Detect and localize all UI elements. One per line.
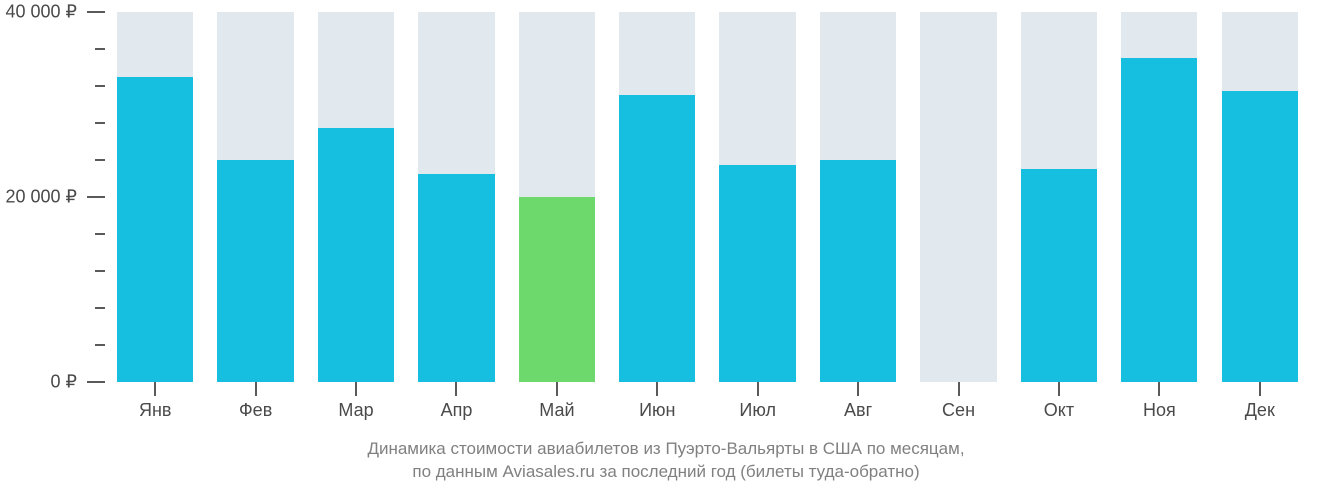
x-axis-tick <box>355 382 357 396</box>
bar-column <box>908 12 1008 382</box>
x-axis-label: Окт <box>1044 400 1074 421</box>
price-by-month-chart: 0 ₽ 20 000 ₽ 40 000 ₽ Янв Фев Мар Апр Май Июн… <box>0 0 1332 502</box>
x-axis-label: Май <box>539 400 574 421</box>
plot-area <box>105 12 1310 382</box>
y-axis-tick <box>95 344 105 346</box>
x-axis-label: Фев <box>239 400 272 421</box>
bar-column <box>406 12 506 382</box>
bar-column <box>808 12 908 382</box>
x-axis-tick <box>154 382 156 396</box>
bar[interactable] <box>719 165 795 382</box>
bar-column <box>507 12 607 382</box>
bar-background <box>920 12 996 382</box>
x-axis-label: Дек <box>1245 400 1275 421</box>
x-axis-label: Мар <box>338 400 373 421</box>
bar[interactable] <box>117 77 193 382</box>
caption-line-1: Динамика стоимости авиабилетов из Пуэрто… <box>367 439 964 458</box>
caption-line-2: по данным Aviasales.ru за последний год … <box>412 462 919 481</box>
y-axis-tick <box>95 270 105 272</box>
bar[interactable] <box>519 197 595 382</box>
y-axis-label-2: 40 000 ₽ <box>0 2 77 23</box>
bar[interactable] <box>1222 91 1298 382</box>
bar[interactable] <box>820 160 896 382</box>
bar[interactable] <box>318 128 394 382</box>
x-axis-tick <box>1158 382 1160 396</box>
x-axis-tick <box>958 382 960 396</box>
chart-caption: Динамика стоимости авиабилетов из Пуэрто… <box>0 438 1332 484</box>
bar[interactable] <box>418 174 494 382</box>
y-axis-label-1: 20 000 ₽ <box>0 187 77 208</box>
x-axis-label: Июл <box>739 400 776 421</box>
x-axis-label: Ноя <box>1143 400 1176 421</box>
x-axis-label: Апр <box>441 400 473 421</box>
y-axis-label-0: 0 ₽ <box>0 372 77 393</box>
bar-column <box>607 12 707 382</box>
bar[interactable] <box>1121 58 1197 382</box>
bar[interactable] <box>217 160 293 382</box>
x-axis-tick <box>1259 382 1261 396</box>
y-axis-tick <box>87 196 105 198</box>
x-axis-tick <box>857 382 859 396</box>
x-axis-label: Сен <box>942 400 975 421</box>
y-axis-tick <box>87 381 105 383</box>
x-axis-label: Янв <box>139 400 172 421</box>
y-axis-tick <box>87 11 105 13</box>
bar[interactable] <box>619 95 695 382</box>
y-axis-tick <box>95 48 105 50</box>
x-axis-label: Авг <box>844 400 872 421</box>
y-axis-tick <box>95 307 105 309</box>
bar-column <box>306 12 406 382</box>
y-axis-tick <box>95 233 105 235</box>
x-axis-tick <box>556 382 558 396</box>
bar-column <box>707 12 807 382</box>
bar-column <box>1009 12 1109 382</box>
y-axis-tick <box>95 122 105 124</box>
x-axis-tick <box>255 382 257 396</box>
x-axis-tick <box>455 382 457 396</box>
x-axis-tick <box>757 382 759 396</box>
bar-column <box>1109 12 1209 382</box>
x-axis-tick <box>656 382 658 396</box>
y-axis-tick <box>95 159 105 161</box>
bar-column <box>105 12 205 382</box>
bar[interactable] <box>1021 169 1097 382</box>
y-axis-tick <box>95 85 105 87</box>
x-axis-tick <box>1058 382 1060 396</box>
bar-column <box>1209 12 1309 382</box>
bar-column <box>205 12 305 382</box>
x-axis-label: Июн <box>639 400 675 421</box>
